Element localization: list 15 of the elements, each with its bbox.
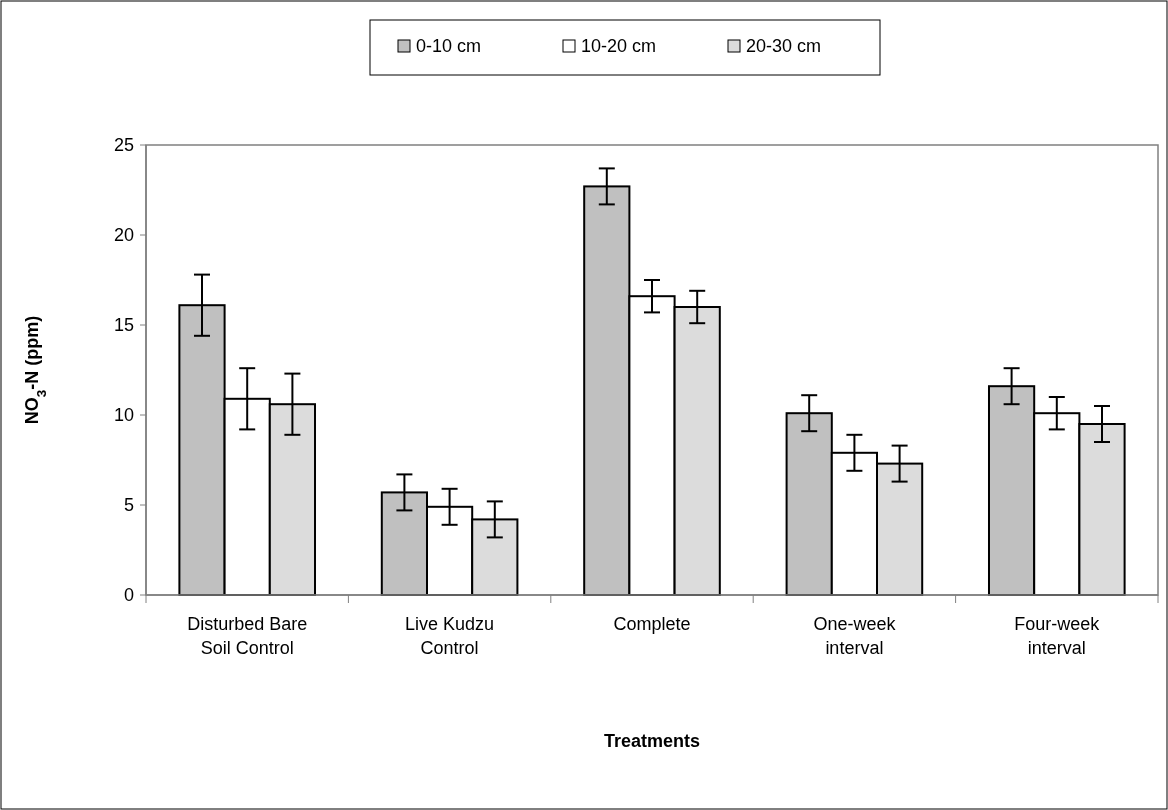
x-tick-label: Complete xyxy=(613,614,691,634)
y-tick-label: 15 xyxy=(113,315,134,336)
x-tick-label: Disturbed Bare Soil Control xyxy=(187,614,308,658)
x-tick-label: One-week interval xyxy=(813,614,897,658)
legend-label: 10-20 cm xyxy=(581,36,657,57)
x-axis-title: Treatments xyxy=(603,731,701,751)
legend-label: 0-10 cm xyxy=(416,36,482,57)
y-tick-label: 10 xyxy=(113,405,134,426)
y-tick-label: 0 xyxy=(123,585,134,606)
y-tick-label: 20 xyxy=(113,225,134,246)
legend-label: 20-30 cm xyxy=(746,36,822,57)
x-tick-label: Live Kudzu Control xyxy=(405,614,495,658)
y-tick-label: 25 xyxy=(113,135,134,156)
y-tick-label: 5 xyxy=(123,495,134,516)
x-tick-label: Four-week interval xyxy=(1014,614,1101,658)
